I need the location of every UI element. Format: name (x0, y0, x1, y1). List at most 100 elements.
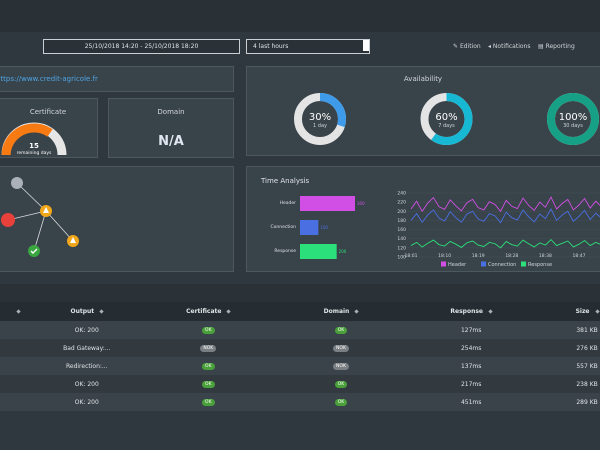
node[interactable] (28, 245, 40, 257)
bar-label: Response (274, 248, 296, 254)
table-row: OK: 200 OK OK 451ms 289 KB (0, 393, 600, 411)
table-row: Bad Gateway:... NOK NOK 254ms 276 KB (0, 339, 600, 357)
x-tick-label: 18:47 (573, 253, 586, 259)
cell-text: Bad Gateway:... (63, 344, 111, 352)
bar-label: Header (280, 200, 297, 206)
donut-arc (294, 93, 346, 145)
x-tick-label: 18:01 (405, 253, 418, 259)
certificate-panel: Certificate 15 remaining days (0, 98, 98, 158)
donut-arc (547, 93, 599, 145)
column-header: Certificate (142, 302, 274, 321)
cell: 381 KB (534, 321, 600, 339)
network-panel (0, 166, 234, 272)
reporting-link[interactable]: ▤ Reporting (538, 43, 575, 50)
column-header: Domain (273, 302, 409, 321)
cell: 127ms (408, 321, 535, 339)
gauge: 15 remaining days (1, 122, 67, 156)
cell: OK (273, 321, 409, 339)
status-badge: OK (202, 327, 215, 334)
cell-text: OK: 200 (74, 326, 99, 334)
cell: 217ms (408, 375, 535, 393)
table-toolbar (0, 284, 600, 302)
status-badge: OK (334, 381, 348, 388)
sort-icon (226, 309, 232, 314)
header-row: Output Certificate Domain Response Size (0, 302, 600, 321)
y-tick-label: 200 (397, 209, 406, 215)
y-tick-label: 160 (397, 227, 406, 233)
domain-panel: Domain N/A (108, 98, 234, 158)
network-diagram (1, 177, 79, 257)
cell: OK: 200 (30, 393, 143, 411)
cell: OK (142, 357, 274, 375)
donut-label: 30 days (563, 123, 583, 129)
y-tick-label: 180 (397, 218, 406, 224)
time-analysis-panel: Time Analysis Header 300 Connection 100 Resp… (246, 166, 600, 272)
cell-text: 137ms (460, 362, 482, 370)
panel-title: Domain (157, 108, 185, 116)
cell-text: 217ms (460, 380, 482, 388)
node[interactable] (11, 177, 23, 189)
sort-icon (354, 309, 359, 314)
x-tick-label: 18:28 (505, 253, 518, 259)
bar-value: 200 (339, 249, 347, 254)
table-row: Redirection:... OK NOK 137ms 557 KB (0, 357, 600, 375)
edition-link[interactable]: ✎ Edition (453, 43, 481, 50)
cell: OK: 200 (30, 375, 143, 393)
column-title: Size (575, 308, 590, 315)
bar-value: 100 (320, 225, 328, 230)
cell: OK (273, 393, 409, 411)
column-title: Output (70, 308, 95, 315)
link-text: Notifications (492, 43, 531, 50)
date-range[interactable]: 25/10/2018 14:20 - 25/10/2018 18:20 (43, 39, 240, 54)
table-row: OK: 200 OK OK 217ms 238 KB (0, 375, 600, 393)
line-series (410, 238, 600, 249)
node[interactable] (1, 213, 15, 227)
first-col (0, 302, 31, 321)
cell: NOK (273, 357, 409, 375)
charts: Header 300 Connection 100 Response 200 100 120 1… (271, 191, 600, 268)
period-select[interactable]: 4 last hours (246, 39, 370, 54)
bar-label: Connection (271, 224, 297, 230)
line-series (410, 196, 600, 213)
url[interactable]: https://www.credit-agricole.fr (0, 75, 98, 83)
cell (0, 375, 31, 393)
notifications-link[interactable]: ◂ Notifications (488, 43, 531, 50)
sort-icon (488, 309, 493, 314)
legend-label: Connection (488, 262, 516, 268)
cell: OK (142, 375, 274, 393)
x-tick-label: 18:10 (438, 253, 451, 259)
status-badge: OK (334, 399, 348, 406)
y-tick-label: 220 (397, 200, 406, 206)
status-badge: OK (202, 363, 215, 370)
cell-text: 276 KB (576, 344, 598, 352)
legend-label: Response (528, 262, 552, 268)
bar (300, 196, 355, 211)
cell: OK (273, 375, 409, 393)
cell: 238 KB (534, 375, 600, 393)
legend-swatch (481, 261, 486, 267)
sort-icon (594, 309, 600, 314)
cell-text: 254ms (460, 344, 482, 352)
column-header: Response (408, 302, 535, 321)
cell-text: 557 KB (576, 362, 598, 370)
legend-swatch (441, 261, 446, 267)
column-header: Output (30, 302, 143, 321)
cell: OK (142, 321, 274, 339)
x-tick-label: 18:19 (472, 253, 485, 259)
status-badge: NOK (333, 363, 349, 370)
link-text: Reporting (545, 43, 575, 50)
y-tick-label: 120 (397, 245, 406, 251)
cell-text: 451ms (460, 398, 482, 406)
status-badge: OK (202, 381, 215, 388)
donut-value: 30% (309, 112, 331, 123)
panel-title: Availability (403, 75, 443, 83)
cell: NOK (142, 339, 274, 357)
panel-title: Time Analysis (261, 177, 310, 185)
cell: 557 KB (534, 357, 600, 375)
donut-value: 100% (559, 112, 588, 123)
link-text: Edition (459, 43, 481, 50)
bar (300, 244, 337, 259)
column-header: Size (534, 302, 600, 321)
url-panel: https://www.credit-agricole.fr (0, 66, 234, 92)
cell (0, 321, 31, 339)
